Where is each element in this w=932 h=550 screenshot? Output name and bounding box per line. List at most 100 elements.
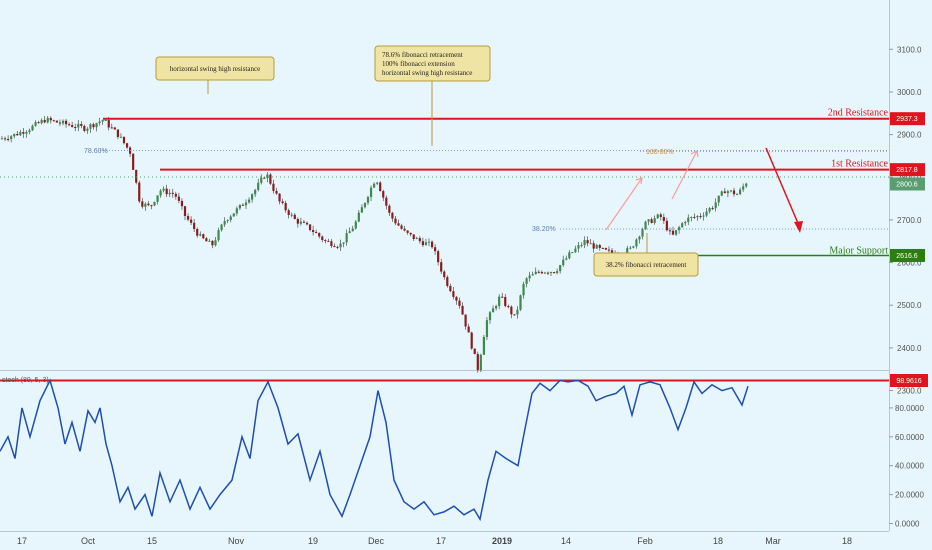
ext-100-tag: 100.00% <box>646 149 674 156</box>
candle-body <box>171 192 174 194</box>
candle-body <box>522 283 525 296</box>
candle-body <box>415 238 418 240</box>
candle-body <box>632 246 635 248</box>
candle-body <box>674 230 678 235</box>
candle-body <box>34 122 37 126</box>
candle-body <box>644 221 647 230</box>
candle-body <box>77 123 80 128</box>
candle-body <box>31 125 34 131</box>
candle-body <box>278 193 281 202</box>
candle-body <box>68 124 71 126</box>
svg-text:2800.6: 2800.6 <box>896 181 918 188</box>
fib-382-annotation[interactable]: 38.2% fibonacci retracement <box>593 233 699 277</box>
candle-body <box>263 177 266 179</box>
price-tick-label: 3100.0 <box>897 45 922 54</box>
candle-body <box>546 272 550 274</box>
candle-body <box>357 212 360 222</box>
candle-body <box>577 245 580 249</box>
second-resistance-tag: 2937.3 <box>890 112 925 126</box>
price-tick-label: 3000.0 <box>897 88 922 97</box>
candle-body <box>391 212 394 219</box>
candle-body <box>562 259 565 266</box>
fib-786-tag: 78.60% <box>84 148 108 155</box>
candle-body <box>37 122 40 124</box>
candle-body <box>528 275 531 279</box>
candle-body <box>107 119 110 128</box>
stoch-tick-label: 0.0000 <box>895 520 920 529</box>
candle-body <box>571 252 574 254</box>
candle-body <box>71 125 74 128</box>
candle-body <box>443 271 446 278</box>
stoch-tick-label: 80.0000 <box>895 404 924 413</box>
candle-body <box>217 230 220 241</box>
candle-body <box>266 174 269 179</box>
candle-body <box>177 196 180 201</box>
time-tick-label: 18 <box>842 536 852 546</box>
candle-body <box>732 190 736 195</box>
price-tick-label: 2400.0 <box>897 344 922 353</box>
stoch-title: stoch (89, 5, 3) <box>2 377 49 384</box>
candle-body <box>479 354 482 371</box>
swing-high-annotation[interactable]: horizontal swing high resistance <box>155 56 275 94</box>
candle-body <box>336 246 339 248</box>
candle-body <box>330 241 333 247</box>
confluence-line-3: horizontal swing high resistance <box>382 69 472 77</box>
candle-body <box>726 191 729 194</box>
candle-body <box>638 236 641 240</box>
candle-body <box>388 205 391 213</box>
candle-body <box>351 228 354 232</box>
candle-body <box>626 248 629 254</box>
candle-body <box>742 186 745 190</box>
candle-body <box>488 312 492 321</box>
stoch-value-tag: 98.9616 <box>890 374 928 388</box>
candle-body <box>211 240 214 246</box>
candle-body <box>690 216 693 218</box>
time-tick-label: 2019 <box>492 536 512 546</box>
candle-body <box>220 224 223 231</box>
candle-body <box>43 119 46 123</box>
price-tick-label: 2300.0 <box>897 387 922 396</box>
time-tick-label: Nov <box>228 536 245 546</box>
candle-body <box>549 272 553 274</box>
candle-body <box>116 129 119 137</box>
candle-body <box>394 218 397 224</box>
candle-body <box>324 240 327 242</box>
candle-body <box>223 221 226 225</box>
candle-body <box>708 208 711 212</box>
candle-body <box>629 247 632 249</box>
candle-body <box>135 169 138 183</box>
confluence-line-1: 78.6% fibonacci retracement <box>382 51 463 59</box>
candle-body <box>735 194 739 196</box>
price-scale <box>889 0 932 550</box>
candle-body <box>333 246 336 248</box>
candle-body <box>287 210 290 215</box>
candle-body <box>95 123 98 128</box>
time-axis: 17 Oct 15 Nov 19 Dec 17 2019 14 Feb 18 Mar 18 <box>17 536 852 546</box>
candle-body <box>668 230 672 232</box>
candle-body <box>421 241 424 246</box>
candle-body <box>687 217 690 222</box>
candle-body <box>7 138 10 140</box>
candle-body <box>290 214 293 216</box>
candle-body <box>254 189 257 195</box>
candle-body <box>321 236 324 241</box>
candle-body <box>156 195 159 202</box>
time-tick-label: 14 <box>561 536 571 546</box>
candle-body <box>241 204 245 206</box>
candle-body <box>10 136 13 140</box>
candle-body <box>696 215 699 218</box>
candle-body <box>403 228 406 231</box>
time-tick-label: Dec <box>368 536 385 546</box>
candle-body <box>455 296 458 301</box>
candle-body <box>55 120 58 123</box>
candle-body <box>604 248 607 250</box>
candle-body <box>110 127 113 129</box>
confluence-annotation[interactable]: 78.6% fibonacci retracement 100% fibonac… <box>374 45 491 146</box>
candle-body <box>86 128 89 131</box>
candle-body <box>665 220 668 231</box>
candle-body <box>714 202 717 209</box>
candle-body <box>327 240 330 242</box>
candle-body <box>174 193 177 197</box>
candle-body <box>467 326 470 333</box>
